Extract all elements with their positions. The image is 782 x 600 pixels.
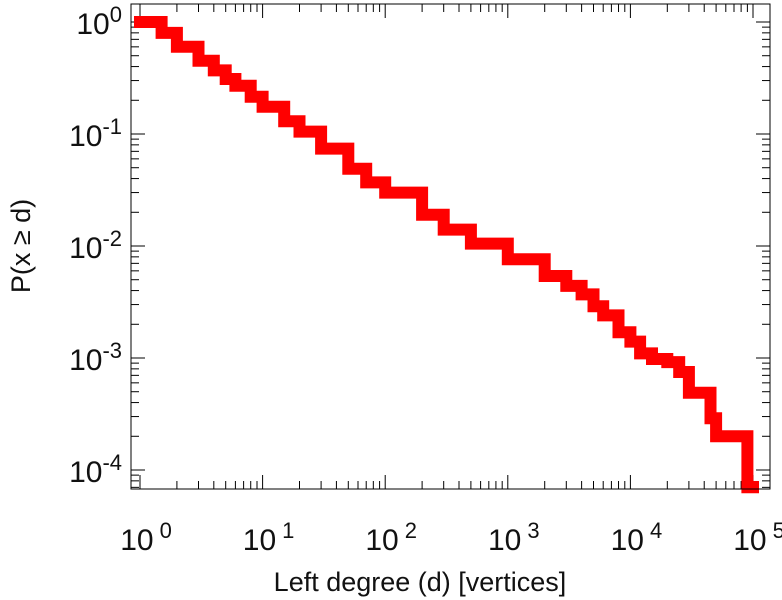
x-tick-label: 10 5: [733, 518, 782, 557]
x-axis-label: Left degree (d) [vertices]: [274, 567, 567, 597]
series-line: [134, 16, 759, 494]
x-tick-label: 10 1: [243, 518, 295, 557]
y-tick-label: 10-4: [69, 450, 122, 489]
y-axis-label: P(x ≥ d): [6, 199, 36, 293]
x-tick-labels: 10 0 10 1 10 2 10 3 10 4 10 5: [120, 518, 782, 557]
y-tick-label: 10-3: [69, 338, 122, 377]
x-tick-label: 10 3: [488, 518, 540, 557]
y-tick-label: 10-1: [69, 114, 122, 153]
x-tick-label: 10 2: [365, 518, 417, 557]
x-tick-label: 10 4: [611, 518, 663, 557]
x-tick-label: 10 0: [120, 518, 172, 557]
series-layer: [134, 16, 759, 494]
y-tick-label: 10-2: [69, 226, 122, 265]
y-tick-labels: 100 10-1 10-2 10-3 10-4: [69, 2, 122, 489]
plot-frame: [130, 3, 771, 490]
y-tick-label: 100: [76, 2, 122, 41]
